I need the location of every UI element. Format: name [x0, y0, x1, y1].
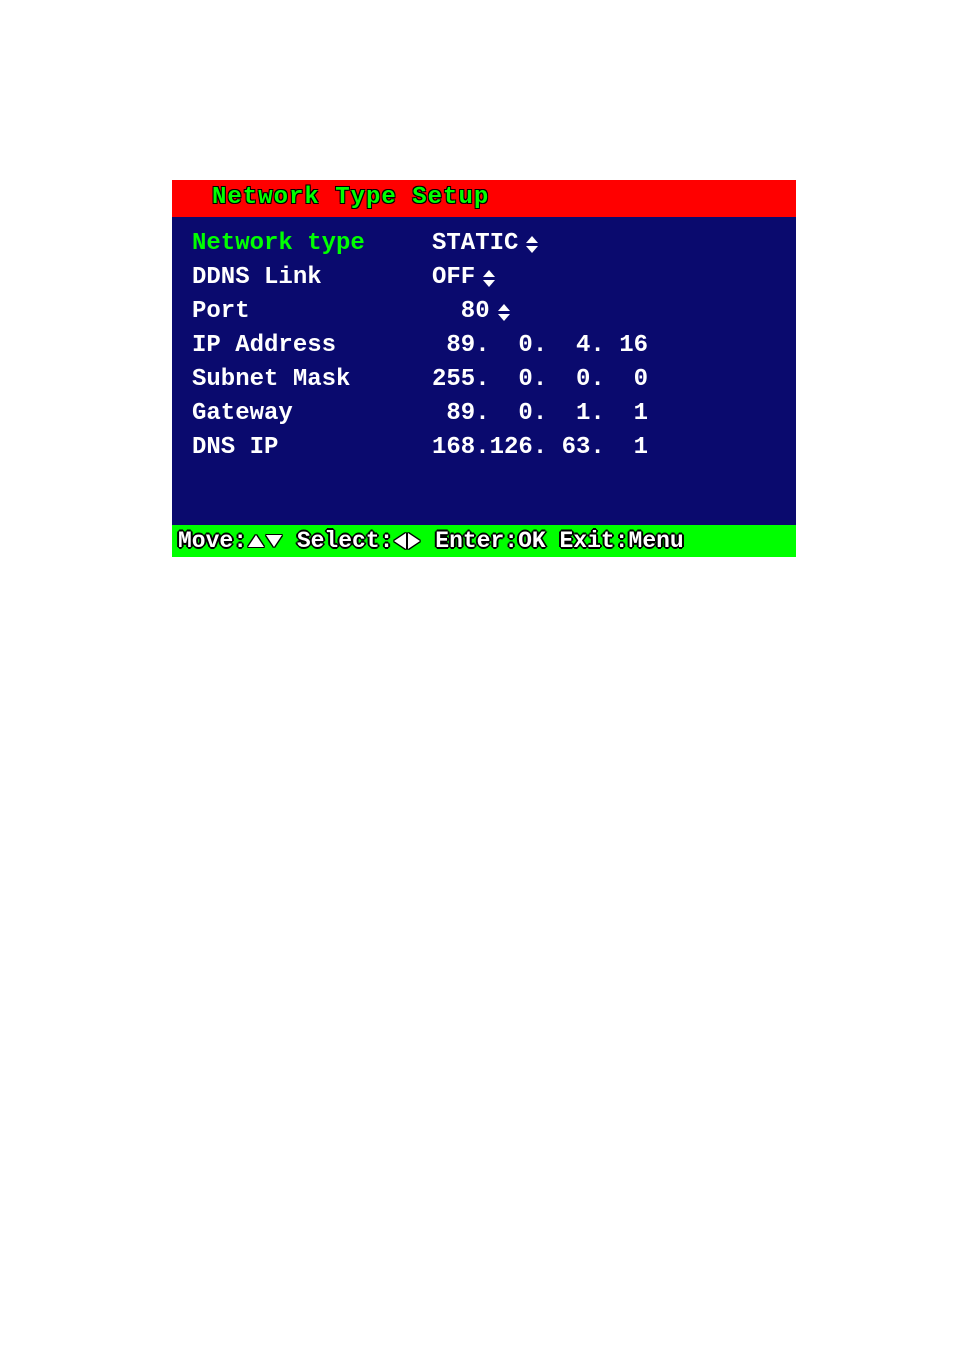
spinner-icon [498, 304, 510, 321]
label-subnet-mask: Subnet Mask [192, 363, 432, 397]
label-ddns-link: DDNS Link [192, 261, 432, 295]
footer-enter-label: Enter:OK [435, 528, 545, 554]
settings-content: Network type STATIC DDNS Link OFF Port 8… [172, 217, 796, 525]
row-dns-ip[interactable]: DNS IP 168.126. 63. 1 [192, 431, 776, 465]
value-ddns-link[interactable]: OFF [432, 261, 495, 295]
footer-exit-label: Exit:Menu [560, 528, 684, 554]
left-arrow-icon [394, 533, 406, 549]
label-ip-address: IP Address [192, 329, 432, 363]
row-network-type[interactable]: Network type STATIC [192, 227, 776, 261]
spinner-icon [483, 270, 495, 287]
value-subnet-mask[interactable]: 255. 0. 0. 0 [432, 363, 648, 397]
title-bar: Network Type Setup [172, 180, 796, 217]
up-arrow-icon [248, 535, 264, 547]
row-ip-address[interactable]: IP Address 89. 0. 4. 16 [192, 329, 776, 363]
label-dns-ip: DNS IP [192, 431, 432, 465]
label-network-type: Network type [192, 227, 432, 261]
row-subnet-mask[interactable]: Subnet Mask 255. 0. 0. 0 [192, 363, 776, 397]
value-network-type[interactable]: STATIC [432, 227, 538, 261]
down-arrow-icon [266, 535, 282, 547]
value-gateway[interactable]: 89. 0. 1. 1 [432, 397, 648, 431]
spinner-icon [526, 236, 538, 253]
right-arrow-icon [408, 533, 420, 549]
label-gateway: Gateway [192, 397, 432, 431]
row-gateway[interactable]: Gateway 89. 0. 1. 1 [192, 397, 776, 431]
footer-select-label: Select: [297, 528, 394, 554]
row-port[interactable]: Port 80 [192, 295, 776, 329]
network-setup-panel: Network Type Setup Network type STATIC D… [172, 180, 796, 557]
value-ip-address[interactable]: 89. 0. 4. 16 [432, 329, 648, 363]
row-ddns-link[interactable]: DDNS Link OFF [192, 261, 776, 295]
footer-hint-bar: Move: Select: Enter:OK Exit:Menu [172, 525, 796, 557]
footer-move-label: Move: [178, 528, 247, 554]
value-port[interactable]: 80 [432, 295, 510, 329]
label-port: Port [192, 295, 432, 329]
value-dns-ip[interactable]: 168.126. 63. 1 [432, 431, 648, 465]
title-text: Network Type Setup [212, 184, 489, 211]
